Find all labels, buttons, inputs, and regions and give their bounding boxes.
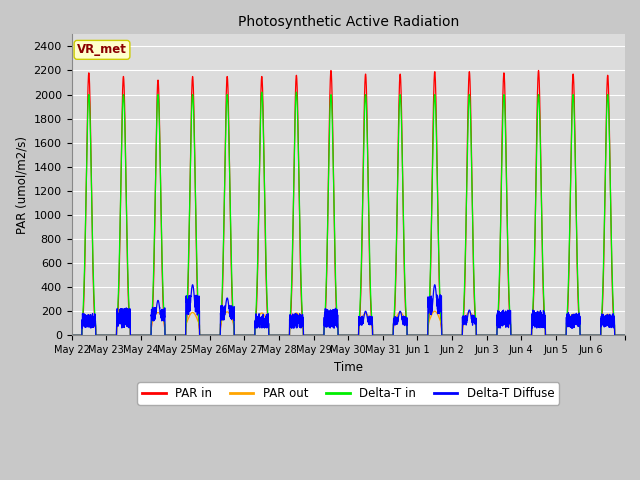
Delta-T Diffuse [68, 333, 76, 338]
PAR in [527, 333, 535, 338]
Delta-T Diffuse [369, 333, 377, 338]
Line: Delta-T Diffuse: Delta-T Diffuse [72, 285, 625, 336]
Delta-T Diffuse [500, 317, 508, 323]
PAR in [399, 158, 406, 164]
Line: PAR out: PAR out [72, 311, 625, 336]
PAR in [500, 70, 508, 76]
PAR out [621, 333, 629, 338]
Delta-T Diffuse [541, 333, 549, 338]
PAR in [369, 333, 376, 338]
PAR in [68, 333, 76, 338]
Delta-T Diffuse [621, 333, 629, 338]
Line: PAR in: PAR in [72, 71, 625, 336]
Delta-T Diffuse [182, 293, 190, 299]
PAR out [369, 333, 376, 338]
Delta-T in [182, 317, 190, 323]
Delta-T Diffuse [189, 282, 196, 288]
PAR in [534, 68, 542, 73]
Delta-T Diffuse [399, 319, 406, 324]
Delta-T in [68, 333, 76, 338]
PAR out [500, 310, 508, 316]
Delta-T in [621, 333, 629, 338]
PAR in [621, 333, 629, 338]
Delta-T in [369, 333, 377, 338]
PAR out [399, 312, 406, 317]
Delta-T in [527, 333, 535, 338]
Y-axis label: PAR (umol/m2/s): PAR (umol/m2/s) [15, 136, 28, 234]
PAR in [541, 333, 549, 338]
Delta-T in [258, 89, 266, 95]
Title: Photosynthetic Active Radiation: Photosynthetic Active Radiation [237, 15, 459, 29]
PAR out [527, 333, 535, 338]
PAR in [182, 322, 190, 328]
PAR out [182, 321, 190, 326]
Delta-T in [541, 333, 549, 338]
Delta-T in [500, 93, 508, 98]
PAR out [541, 333, 549, 338]
Text: VR_met: VR_met [77, 43, 127, 56]
Delta-T Diffuse [527, 333, 535, 338]
PAR out [68, 333, 76, 338]
Line: Delta-T in: Delta-T in [72, 92, 625, 336]
Delta-T in [399, 168, 406, 174]
Legend: PAR in, PAR out, Delta-T in, Delta-T Diffuse: PAR in, PAR out, Delta-T in, Delta-T Dif… [138, 382, 559, 405]
PAR out [431, 308, 438, 314]
X-axis label: Time: Time [334, 360, 363, 373]
